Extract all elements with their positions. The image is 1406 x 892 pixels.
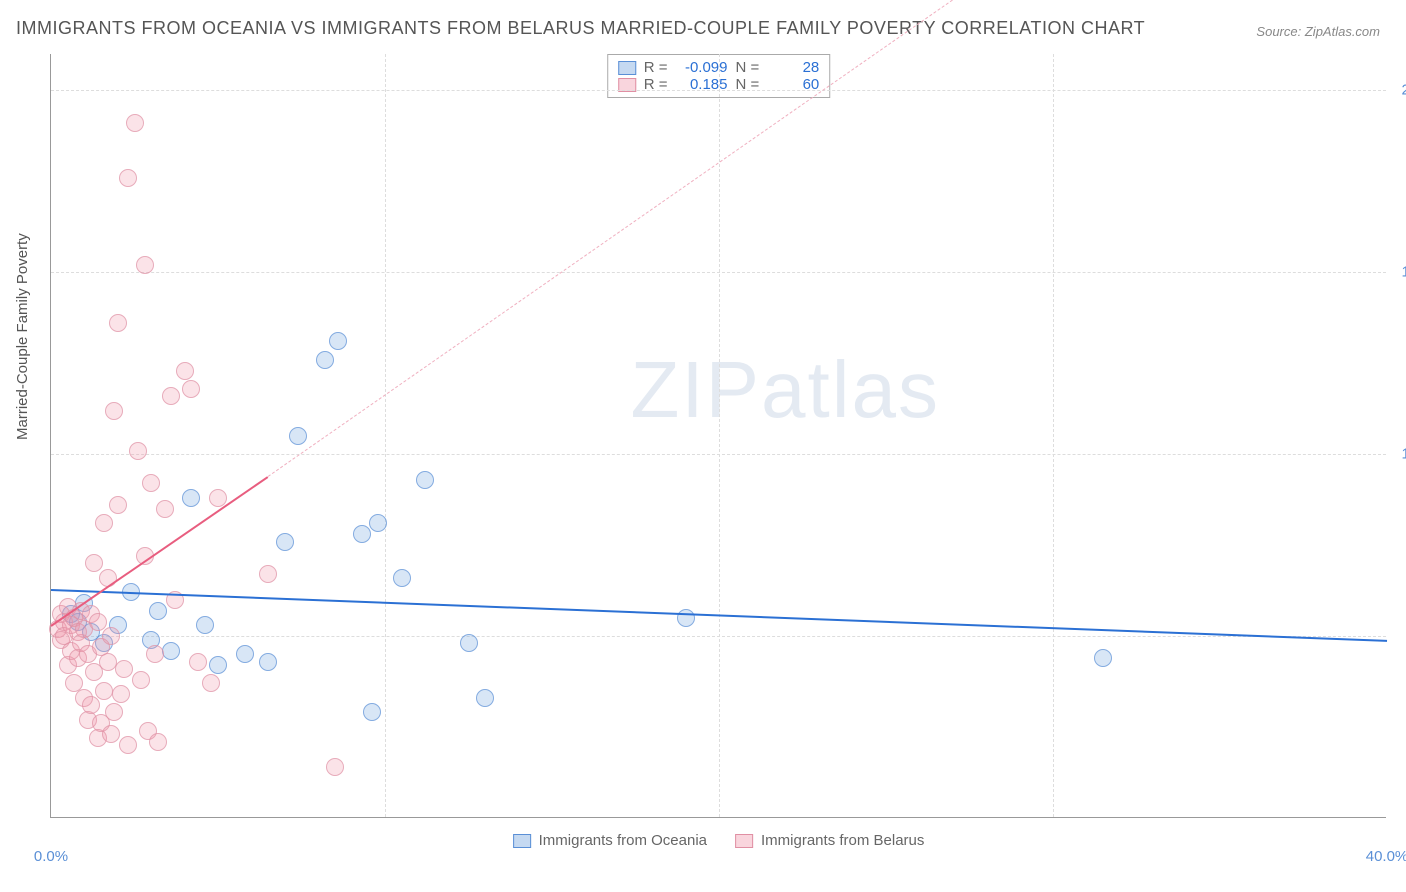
data-point bbox=[162, 387, 180, 405]
data-point bbox=[149, 602, 167, 620]
data-point bbox=[209, 656, 227, 674]
swatch-blue-icon bbox=[513, 834, 531, 848]
data-point bbox=[119, 736, 137, 754]
ytick-label: 10.0% bbox=[1401, 446, 1406, 463]
xtick-label: 0.0% bbox=[34, 848, 68, 865]
legend-item-oceania: Immigrants from Oceania bbox=[513, 832, 707, 849]
data-point bbox=[202, 674, 220, 692]
chart-title: IMMIGRANTS FROM OCEANIA VS IMMIGRANTS FR… bbox=[16, 18, 1145, 39]
data-point bbox=[149, 733, 167, 751]
data-point bbox=[95, 514, 113, 532]
data-point bbox=[176, 362, 194, 380]
data-point bbox=[476, 689, 494, 707]
data-point bbox=[316, 351, 334, 369]
data-point bbox=[276, 533, 294, 551]
swatch-pink-icon bbox=[735, 834, 753, 848]
data-point bbox=[289, 427, 307, 445]
data-point bbox=[136, 256, 154, 274]
data-point bbox=[89, 613, 107, 631]
data-point bbox=[109, 496, 127, 514]
data-point bbox=[182, 380, 200, 398]
source-label: Source: bbox=[1256, 24, 1301, 39]
trendline bbox=[268, 0, 953, 477]
data-point bbox=[162, 642, 180, 660]
data-point bbox=[119, 169, 137, 187]
data-point bbox=[677, 609, 695, 627]
data-point bbox=[369, 514, 387, 532]
data-point bbox=[182, 489, 200, 507]
data-point bbox=[363, 703, 381, 721]
data-point bbox=[146, 645, 164, 663]
data-point bbox=[109, 314, 127, 332]
data-point bbox=[126, 114, 144, 132]
data-point bbox=[85, 554, 103, 572]
data-point bbox=[115, 660, 133, 678]
gridline-v bbox=[719, 54, 720, 817]
bottom-legend: Immigrants from Oceania Immigrants from … bbox=[513, 832, 925, 849]
data-point bbox=[416, 471, 434, 489]
source-value: ZipAtlas.com bbox=[1305, 24, 1380, 39]
data-point bbox=[329, 332, 347, 350]
data-point bbox=[236, 645, 254, 663]
data-point bbox=[129, 442, 147, 460]
data-point bbox=[259, 565, 277, 583]
legend-item-belarus: Immigrants from Belarus bbox=[735, 832, 924, 849]
legend-label-belarus: Immigrants from Belarus bbox=[761, 832, 924, 849]
data-point bbox=[196, 616, 214, 634]
data-point bbox=[102, 627, 120, 645]
data-point bbox=[105, 703, 123, 721]
gridline-v bbox=[1053, 54, 1054, 817]
source-attribution: Source: ZipAtlas.com bbox=[1256, 24, 1380, 39]
ytick-label: 20.0% bbox=[1401, 82, 1406, 99]
data-point bbox=[82, 696, 100, 714]
data-point bbox=[142, 474, 160, 492]
plot-layer: 5.0%10.0%15.0%20.0%0.0%40.0% bbox=[51, 54, 1386, 817]
data-point bbox=[460, 634, 478, 652]
data-point bbox=[189, 653, 207, 671]
data-point bbox=[326, 758, 344, 776]
data-point bbox=[156, 500, 174, 518]
xtick-label: 40.0% bbox=[1366, 848, 1406, 865]
data-point bbox=[95, 682, 113, 700]
data-point bbox=[105, 402, 123, 420]
data-point bbox=[1094, 649, 1112, 667]
data-point bbox=[393, 569, 411, 587]
data-point bbox=[112, 685, 130, 703]
y-axis-label: Married-Couple Family Poverty bbox=[14, 233, 31, 440]
data-point bbox=[99, 653, 117, 671]
data-point bbox=[102, 725, 120, 743]
ytick-label: 15.0% bbox=[1401, 264, 1406, 281]
data-point bbox=[132, 671, 150, 689]
chart-plot-area: ZIPatlas R = -0.099 N = 28 R = 0.185 N =… bbox=[50, 54, 1386, 818]
data-point bbox=[353, 525, 371, 543]
gridline-v bbox=[385, 54, 386, 817]
data-point bbox=[259, 653, 277, 671]
legend-label-oceania: Immigrants from Oceania bbox=[539, 832, 707, 849]
